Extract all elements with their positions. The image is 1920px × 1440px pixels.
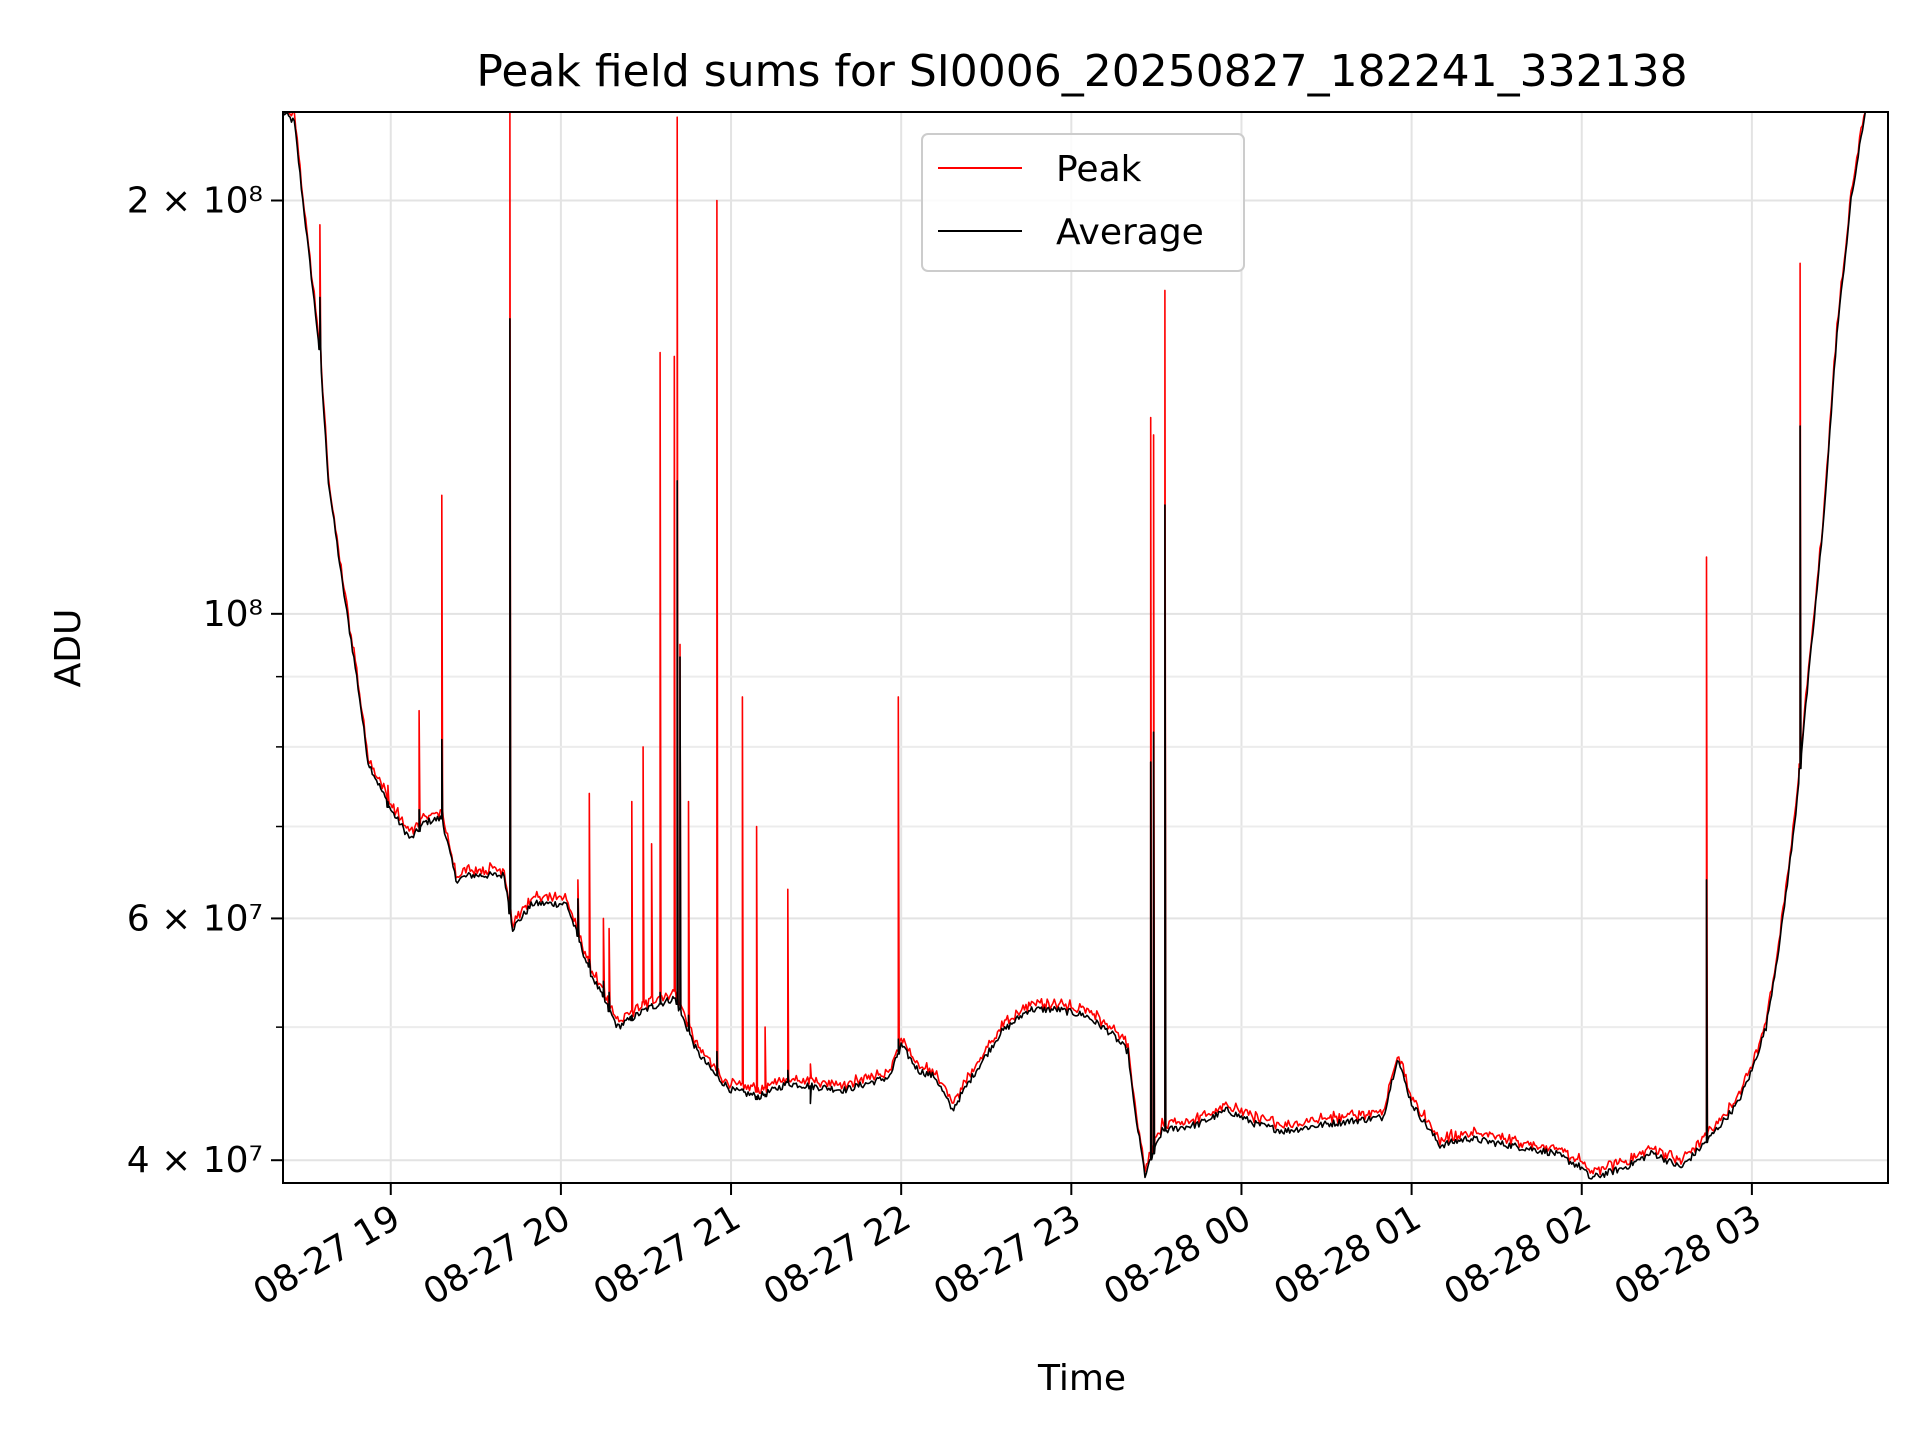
series-line-average xyxy=(282,111,1867,1180)
y-tick-label: 10⁸ xyxy=(203,594,263,635)
plot-frame xyxy=(282,111,1889,1184)
chart-title: Peak field sums for SI0006_20250827_1822… xyxy=(476,46,1687,97)
y-tick-label: 6 × 10⁷ xyxy=(127,898,263,939)
legend-label-peak: Peak xyxy=(1056,149,1142,190)
series-line-peak xyxy=(283,111,1867,1176)
legend-label-average: Average xyxy=(1056,212,1204,253)
x-axis-title: Time xyxy=(1037,1358,1126,1399)
series xyxy=(282,111,1867,1180)
y-tick-label: 2 × 10⁸ xyxy=(127,181,263,222)
y-tick-label: 4 × 10⁷ xyxy=(127,1140,263,1181)
legend: Peak Average xyxy=(921,133,1245,272)
y-axis-title: ADU xyxy=(48,609,89,688)
